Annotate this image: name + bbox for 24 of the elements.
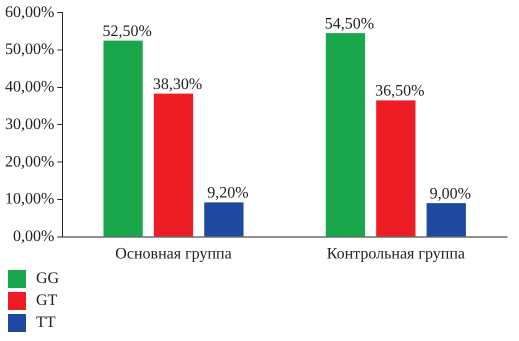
y-tick-label: 30,00% — [5, 116, 54, 133]
data-label: 9,00% — [430, 185, 471, 202]
data-label: 52,50% — [102, 22, 152, 40]
bar — [204, 202, 244, 236]
y-tick-label: 0,00% — [13, 228, 54, 246]
data-label: 38,30% — [152, 76, 202, 93]
x-tick-label: Основная группа — [115, 246, 232, 263]
bar — [154, 94, 194, 236]
data-label: 36,50% — [375, 82, 424, 100]
bar — [326, 33, 366, 236]
y-tick-label: 50,00% — [5, 41, 54, 58]
y-tick-label: 20,00% — [5, 153, 54, 170]
legend-label: TT — [36, 314, 56, 332]
x-tick-label: Контрольная группа — [326, 246, 465, 263]
bar — [426, 203, 466, 236]
y-tick-label: 10,00% — [5, 190, 54, 208]
bar — [103, 40, 143, 236]
data-label: 9,20% — [207, 184, 249, 202]
y-tick-label: 40,00% — [5, 78, 54, 96]
bar — [376, 100, 416, 236]
legend-label: GG — [36, 270, 60, 288]
y-tick-label: 60,00% — [5, 4, 54, 21]
legend-label: GT — [36, 292, 58, 310]
data-label: 54,50% — [324, 15, 374, 32]
